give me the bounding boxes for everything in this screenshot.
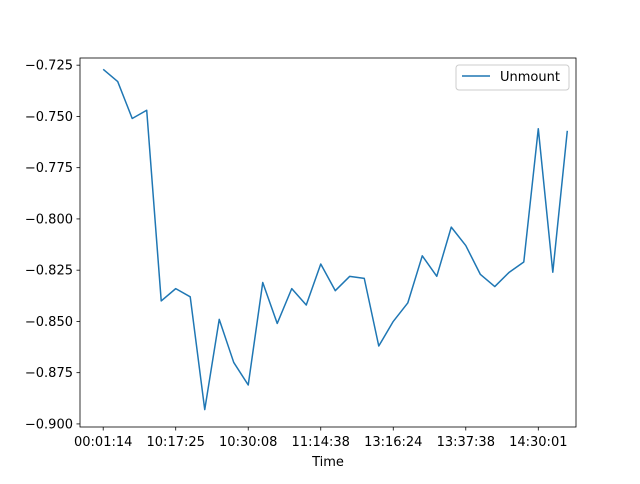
- x-tick-label: 10:30:08: [219, 435, 277, 450]
- x-axis: 00:01:14 10:17:25 10:30:08 11:14:38 13:16:24…: [74, 427, 567, 450]
- y-tick-label: −0.900: [25, 417, 73, 432]
- y-tick-label: −0.825: [25, 264, 73, 279]
- y-tick-label: −0.875: [25, 366, 73, 381]
- plot-area-frame: [79, 57, 577, 428]
- x-tick-label: 14:30:01: [509, 435, 567, 450]
- x-axis-label: Time: [311, 455, 344, 470]
- y-tick-label: −0.775: [25, 161, 73, 176]
- series-layer: [102, 68, 569, 411]
- y-axis: −0.725 −0.750 −0.775 −0.800 −0.825 −0.850 −0.8…: [25, 59, 80, 432]
- legend-box: [455, 64, 570, 91]
- legend: Unmount: [455, 64, 570, 91]
- x-tick-label: 13:37:38: [437, 435, 495, 450]
- y-tick-label: −0.725: [25, 59, 73, 74]
- x-tick-label: 11:14:38: [292, 435, 350, 450]
- x-tick-label: 13:16:24: [364, 435, 422, 450]
- series-line-unmount: [102, 68, 569, 411]
- legend-label-unmount: Unmount: [500, 70, 560, 85]
- y-tick-label: −0.850: [25, 315, 73, 330]
- y-tick-label: −0.750: [25, 110, 73, 125]
- y-tick-label: −0.800: [25, 212, 73, 227]
- x-tick-label: 00:01:14: [74, 435, 132, 450]
- x-tick-label: 10:17:25: [147, 435, 205, 450]
